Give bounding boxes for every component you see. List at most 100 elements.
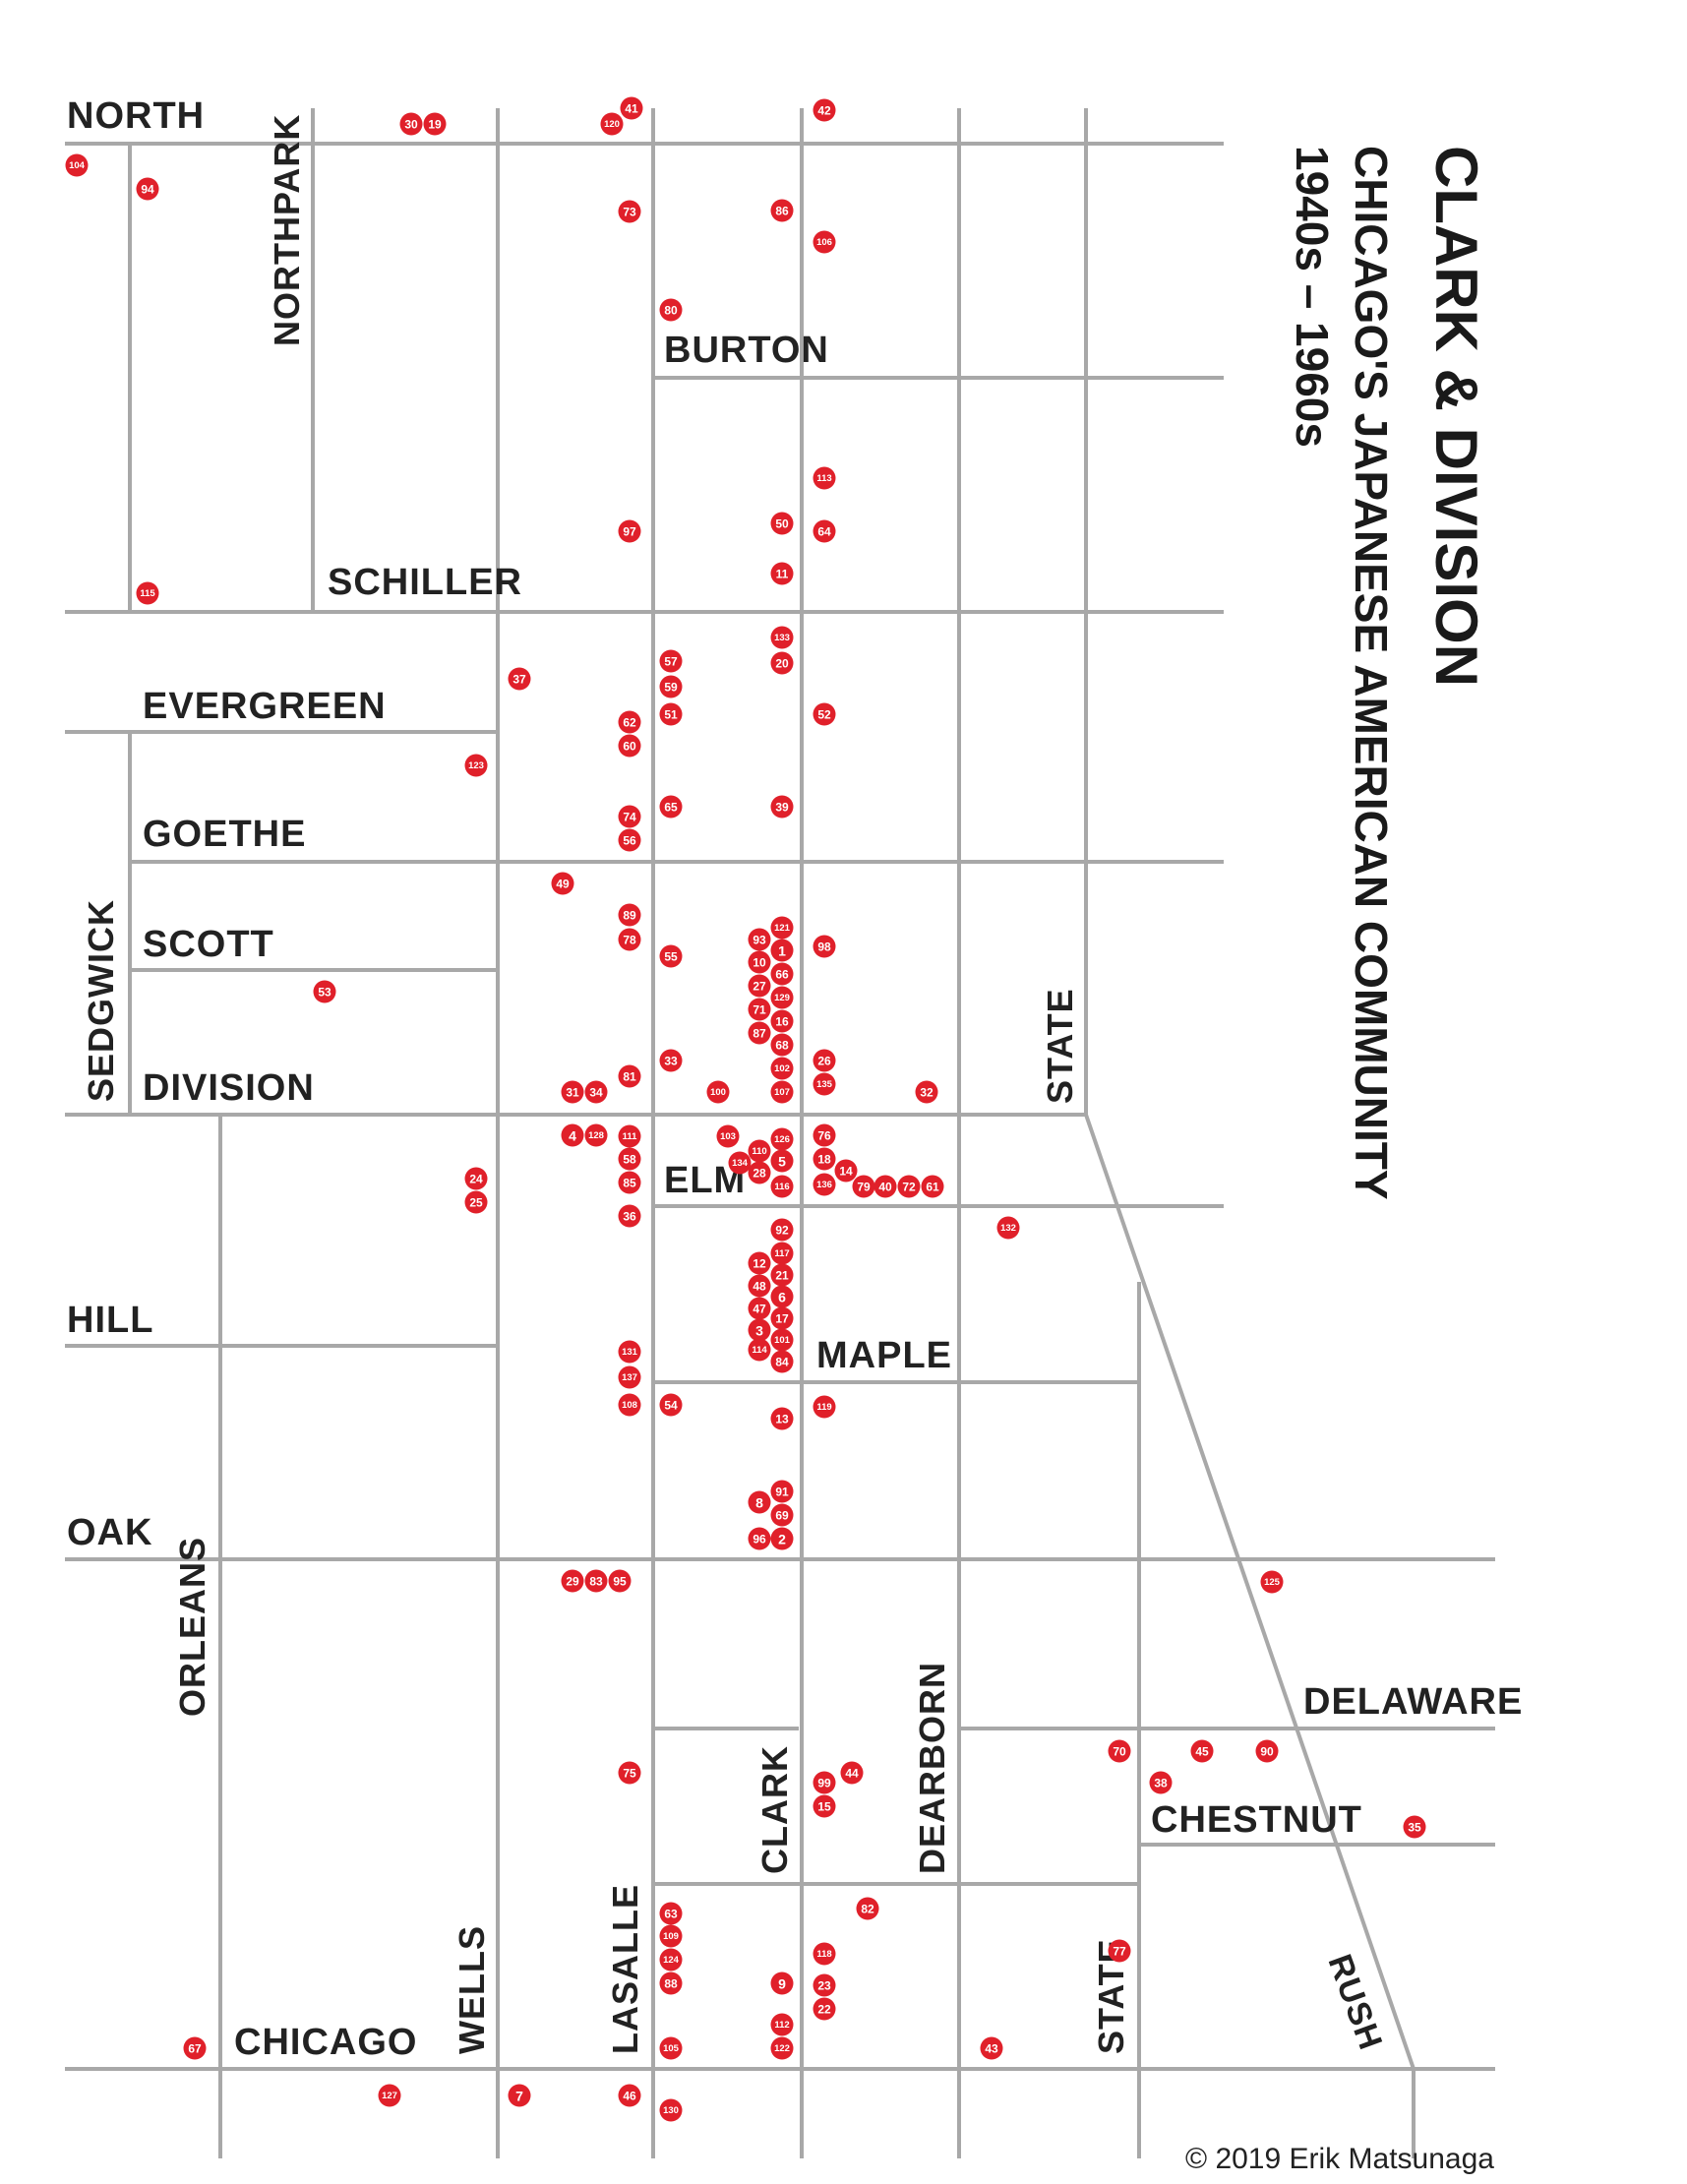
marker-89[interactable]: 89: [618, 903, 641, 927]
marker-107[interactable]: 107: [770, 1080, 794, 1104]
marker-circle[interactable]: [608, 1569, 632, 1593]
marker-circle[interactable]: [508, 2084, 531, 2107]
marker-7[interactable]: 7: [508, 2084, 531, 2107]
marker-83[interactable]: 83: [584, 1569, 608, 1593]
marker-72[interactable]: 72: [897, 1175, 921, 1198]
marker-circle[interactable]: [996, 1216, 1020, 1240]
marker-circle[interactable]: [813, 98, 836, 122]
marker-88[interactable]: 88: [659, 1972, 683, 1995]
marker-circle[interactable]: [813, 1173, 836, 1196]
marker-circle[interactable]: [728, 1151, 752, 1175]
marker-circle[interactable]: [748, 1021, 771, 1045]
marker-62[interactable]: 62: [618, 710, 641, 734]
marker-13[interactable]: 13: [770, 1407, 794, 1430]
marker-128[interactable]: 128: [584, 1123, 608, 1147]
marker-circle[interactable]: [770, 1218, 794, 1242]
marker-129[interactable]: 129: [770, 986, 794, 1009]
marker-21[interactable]: 21: [770, 1263, 794, 1287]
marker-circle[interactable]: [813, 1942, 836, 1966]
marker-5[interactable]: 5: [770, 1149, 794, 1173]
marker-circle[interactable]: [813, 1123, 836, 1147]
marker-circle[interactable]: [618, 928, 641, 951]
marker-circle[interactable]: [770, 1503, 794, 1527]
marker-circle[interactable]: [980, 2036, 1003, 2060]
marker-16[interactable]: 16: [770, 1009, 794, 1033]
marker-circle[interactable]: [183, 2036, 207, 2060]
marker-137[interactable]: 137: [618, 1365, 641, 1389]
marker-53[interactable]: 53: [313, 980, 336, 1003]
marker-118[interactable]: 118: [813, 1942, 836, 1966]
marker-circle[interactable]: [915, 1080, 938, 1104]
marker-circle[interactable]: [748, 1527, 771, 1550]
marker-114[interactable]: 114: [748, 1338, 771, 1362]
marker-circle[interactable]: [618, 805, 641, 828]
marker-circle[interactable]: [897, 1175, 921, 1198]
marker-circle[interactable]: [618, 1171, 641, 1194]
marker-circle[interactable]: [770, 1480, 794, 1503]
marker-39[interactable]: 39: [770, 795, 794, 819]
marker-circle[interactable]: [770, 651, 794, 675]
marker-circle[interactable]: [748, 1274, 771, 1298]
marker-68[interactable]: 68: [770, 1033, 794, 1057]
marker-77[interactable]: 77: [1108, 1939, 1131, 1963]
marker-96[interactable]: 96: [748, 1527, 771, 1550]
marker-63[interactable]: 63: [659, 1902, 683, 1925]
marker-71[interactable]: 71: [748, 998, 771, 1021]
marker-circle[interactable]: [659, 649, 683, 673]
marker-116[interactable]: 116: [770, 1175, 794, 1198]
marker-91[interactable]: 91: [770, 1480, 794, 1503]
marker-44[interactable]: 44: [840, 1761, 864, 1785]
marker-circle[interactable]: [584, 1569, 608, 1593]
marker-60[interactable]: 60: [618, 734, 641, 758]
marker-circle[interactable]: [834, 1159, 858, 1183]
marker-56[interactable]: 56: [618, 828, 641, 852]
marker-35[interactable]: 35: [1403, 1815, 1426, 1839]
marker-52[interactable]: 52: [813, 702, 836, 726]
marker-110[interactable]: 110: [748, 1139, 771, 1163]
marker-circle[interactable]: [813, 1147, 836, 1171]
marker-circle[interactable]: [423, 112, 447, 136]
marker-circle[interactable]: [1108, 1939, 1131, 1963]
marker-circle[interactable]: [813, 466, 836, 490]
marker-46[interactable]: 46: [618, 2084, 641, 2107]
marker-circle[interactable]: [659, 1049, 683, 1072]
marker-circle[interactable]: [659, 2036, 683, 2060]
marker-124[interactable]: 124: [659, 1948, 683, 1972]
marker-circle[interactable]: [659, 702, 683, 726]
marker-circle[interactable]: [561, 1080, 584, 1104]
marker-circle[interactable]: [852, 1175, 875, 1198]
marker-circle[interactable]: [770, 1127, 794, 1151]
marker-circle[interactable]: [313, 980, 336, 1003]
marker-circle[interactable]: [813, 1973, 836, 1997]
marker-circle[interactable]: [618, 710, 641, 734]
marker-circle[interactable]: [584, 1123, 608, 1147]
marker-circle[interactable]: [618, 1064, 641, 1088]
marker-6[interactable]: 6: [770, 1285, 794, 1308]
marker-121[interactable]: 121: [770, 916, 794, 940]
marker-circle[interactable]: [770, 626, 794, 649]
marker-9[interactable]: 9: [770, 1972, 794, 1995]
marker-circle[interactable]: [770, 986, 794, 1009]
marker-circle[interactable]: [748, 1490, 771, 1514]
marker-circle[interactable]: [770, 1033, 794, 1057]
marker-circle[interactable]: [618, 2084, 641, 2107]
marker-2[interactable]: 2: [770, 1527, 794, 1550]
marker-circle[interactable]: [770, 199, 794, 222]
marker-55[interactable]: 55: [659, 944, 683, 968]
marker-17[interactable]: 17: [770, 1306, 794, 1330]
marker-28[interactable]: 28: [748, 1161, 771, 1184]
marker-circle[interactable]: [659, 944, 683, 968]
marker-108[interactable]: 108: [618, 1393, 641, 1417]
marker-101[interactable]: 101: [770, 1328, 794, 1352]
marker-circle[interactable]: [659, 1393, 683, 1417]
marker-23[interactable]: 23: [813, 1973, 836, 1997]
marker-73[interactable]: 73: [618, 200, 641, 223]
marker-20[interactable]: 20: [770, 651, 794, 675]
marker-circle[interactable]: [618, 1340, 641, 1364]
marker-circle[interactable]: [1403, 1815, 1426, 1839]
marker-circle[interactable]: [748, 1161, 771, 1184]
marker-69[interactable]: 69: [770, 1503, 794, 1527]
marker-65[interactable]: 65: [659, 795, 683, 819]
marker-134[interactable]: 134: [728, 1151, 752, 1175]
marker-14[interactable]: 14: [834, 1159, 858, 1183]
